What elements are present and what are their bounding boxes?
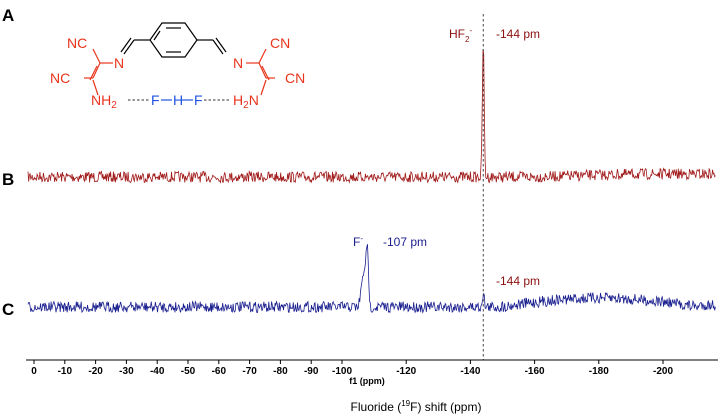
spectrum-c-trace (27, 244, 716, 314)
f1-axis-label: f1 (ppm) (349, 376, 385, 386)
benzene-ring (120, 22, 227, 58)
x-tick-label: -100 (332, 366, 352, 377)
x-tick-label: -90 (304, 366, 319, 377)
spectrum-b-trace (27, 49, 716, 184)
h2n-right: H2N (233, 92, 259, 111)
x-tick-label: -20 (88, 366, 103, 377)
hf2-label: HF2- (449, 26, 472, 44)
x-axis-title: Fluoride (19F) shift (ppm) (351, 399, 482, 414)
panel-letter-c: C (2, 300, 14, 319)
hydrogen-center: H (173, 92, 183, 108)
x-tick-label: -120 (396, 366, 416, 377)
x-tick-label: -40 (150, 366, 165, 377)
x-tick-label: 0 (31, 366, 37, 377)
x-tick-label: -30 (119, 366, 134, 377)
n-right: N (233, 55, 243, 71)
x-tick-label: -140 (460, 366, 480, 377)
x-tick-label: -50 (181, 366, 196, 377)
spectrum-b (27, 49, 716, 184)
x-tick-label: -160 (525, 366, 545, 377)
cn-right: CN (285, 70, 305, 86)
x-tick-label: -70 (242, 366, 257, 377)
n-left: N (114, 55, 124, 71)
chemical-structure: NC NC CN CN N N NH2 H2N F H F (50, 22, 305, 111)
fluorine-left: F (151, 92, 160, 108)
spectrum-c (27, 244, 716, 314)
x-tick-label: -60 (212, 366, 227, 377)
peak-c2-label: -144 pm (496, 274, 540, 288)
nc-top-left: NC (67, 35, 87, 51)
nc-left: NC (50, 70, 70, 86)
peak-b-label: -144 pm (496, 27, 540, 41)
x-tick-label: -200 (653, 366, 673, 377)
x-axis-ticks: 0 -10 -20 -30 -40 -50 -60 -70 -80 -90 -100 -120 -140… (31, 360, 673, 377)
nh2-left: NH2 (91, 92, 117, 111)
panel-letter-a: A (2, 6, 14, 25)
f-minus-label: F- (353, 234, 363, 249)
fluorine-right: F (194, 92, 203, 108)
x-tick-label: -10 (58, 366, 73, 377)
panel-letter-b: B (2, 170, 14, 189)
x-tick-label: -80 (273, 366, 288, 377)
structure-bonds-red (84, 48, 275, 96)
peak-c1-label: -107 pm (383, 235, 427, 249)
x-tick-label: -180 (589, 366, 609, 377)
cn-top-right: CN (270, 35, 290, 51)
